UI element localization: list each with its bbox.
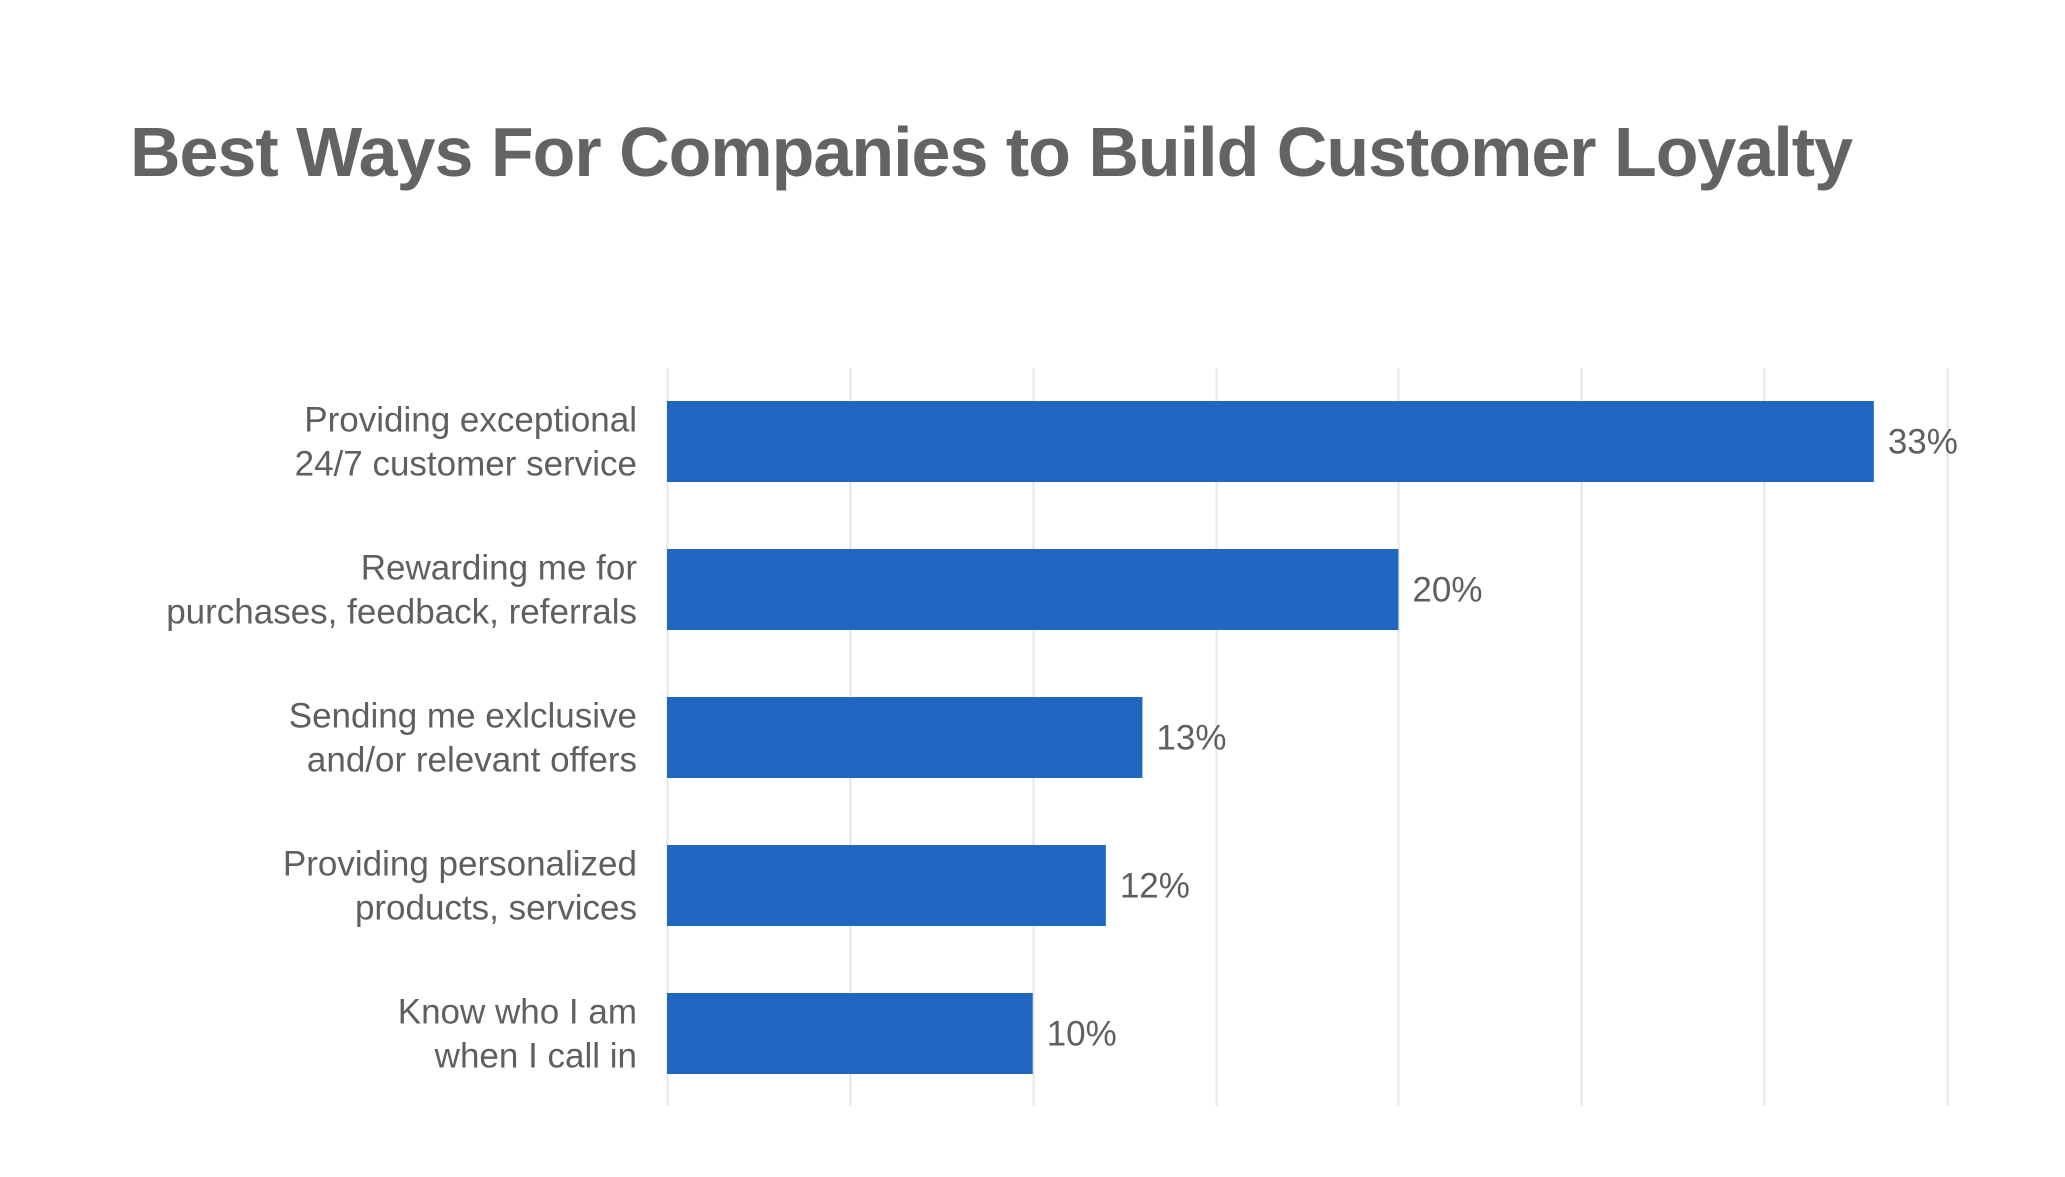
category-label: Providing exceptional 24/7 customer servi… <box>295 401 637 484</box>
category-label-line: products, services <box>355 889 637 928</box>
category-label: Rewarding me for purchases, feedback, ref… <box>166 549 637 632</box>
data-label: 12% <box>1120 867 1190 906</box>
data-label: 33% <box>1888 423 1958 462</box>
category-label-line: and/or relevant offers <box>307 741 637 780</box>
chart-title: Best Ways For Companies to Build Custome… <box>130 113 1853 191</box>
category-label-line: Know who I am <box>398 993 637 1032</box>
category-label-line: 24/7 customer service <box>295 445 637 484</box>
category-label: Know who I am when I call in <box>398 993 637 1076</box>
category-label-line: when I call in <box>434 1037 637 1076</box>
bar <box>667 993 1033 1074</box>
data-label: 13% <box>1156 719 1226 758</box>
data-label: 10% <box>1047 1015 1117 1054</box>
bars <box>667 401 1874 1074</box>
bar <box>667 549 1399 630</box>
category-label-line: Providing exceptional <box>304 401 637 440</box>
bar <box>667 401 1874 482</box>
data-label: 20% <box>1412 571 1482 610</box>
bar <box>667 845 1106 926</box>
value-labels: 33% 20% 13% 12% 10% <box>1047 423 1958 1054</box>
category-label-line: Sending me exlclusive <box>289 697 637 736</box>
bar <box>667 697 1143 778</box>
category-labels: Providing exceptional 24/7 customer servi… <box>166 401 637 1076</box>
category-label: Sending me exlclusive and/or relevant off… <box>289 697 637 780</box>
category-label-line: Rewarding me for <box>361 549 638 588</box>
category-label: Providing personalized products, services <box>283 845 637 928</box>
category-label-line: Providing personalized <box>283 845 637 884</box>
category-label-line: purchases, feedback, referrals <box>166 593 637 632</box>
